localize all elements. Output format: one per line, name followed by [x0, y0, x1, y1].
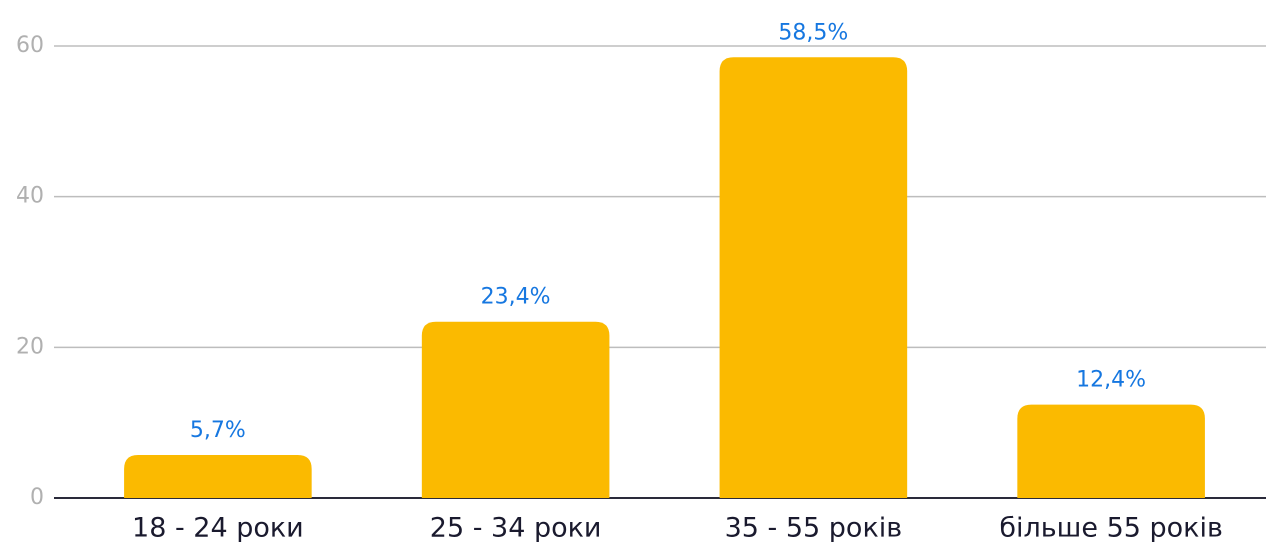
- y-tick-label: 20: [16, 334, 44, 359]
- value-label: 5,7%: [190, 418, 246, 443]
- bar: [124, 455, 312, 498]
- x-tick-label: 35 - 55 років: [725, 513, 903, 544]
- value-label: 12,4%: [1076, 368, 1146, 393]
- x-tick-label: більше 55 років: [999, 513, 1223, 544]
- y-tick-label: 40: [16, 184, 44, 209]
- bar: [421, 321, 610, 498]
- x-tick-label: 25 - 34 роки: [430, 513, 602, 544]
- value-label: 58,5%: [778, 20, 848, 45]
- bar: [719, 57, 908, 499]
- value-label: 23,4%: [481, 285, 551, 310]
- y-tick-label: 0: [30, 485, 44, 510]
- bar: [1017, 404, 1205, 498]
- x-tick-label: 18 - 24 роки: [132, 513, 304, 544]
- y-tick-label: 60: [16, 33, 44, 58]
